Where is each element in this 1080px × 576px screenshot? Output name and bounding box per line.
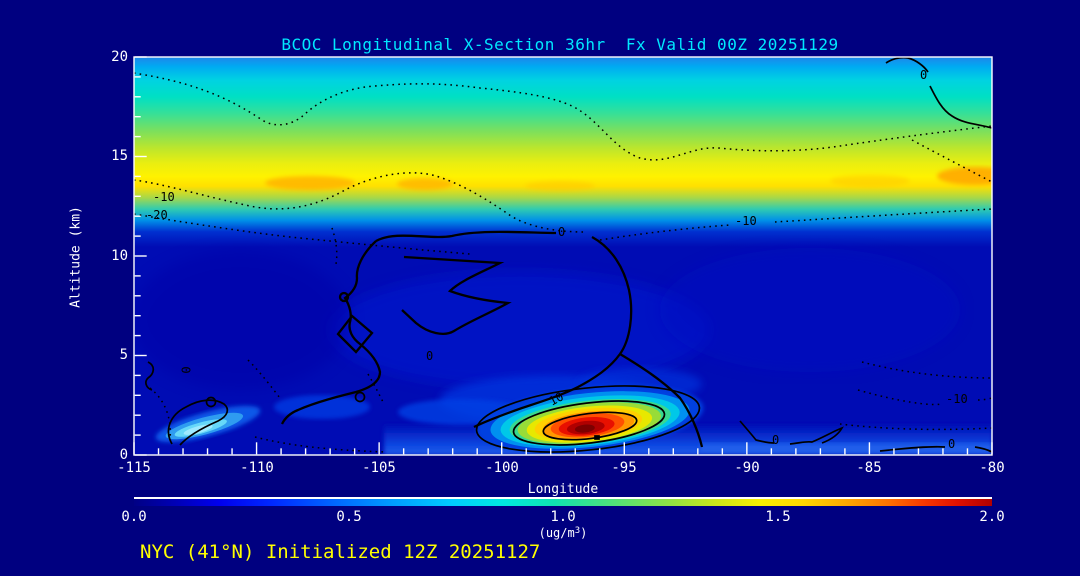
contour-label: 0	[948, 437, 956, 451]
unit-prefix: (ug/m	[538, 526, 575, 540]
x-tick--95: -95	[611, 460, 637, 476]
unit-exponent: 3	[574, 526, 581, 536]
x-tick--110: -110	[240, 460, 274, 476]
y-tick-0: 0	[119, 447, 128, 463]
contour-label: 0	[920, 68, 928, 82]
axis-ticks	[133, 56, 993, 456]
contour-label: -10	[735, 214, 757, 228]
chart-title: BCOC Longitudinal X-Section 36hr Fx Vali…	[281, 35, 839, 54]
colorbar-tick-0.5: 0.5	[336, 509, 362, 525]
colorbar-tick-1.5: 1.5	[765, 509, 791, 525]
colorbar-tick-0.0: 0.0	[121, 509, 147, 525]
y-tick-10: 10	[111, 248, 128, 264]
contour-label: -10	[946, 392, 968, 406]
colorbar-unit: (ug/m3)	[503, 526, 623, 540]
colorbar-tick-1.0: 1.0	[550, 509, 576, 525]
contour-label: -20	[146, 208, 168, 222]
x-tick--85: -85	[856, 460, 882, 476]
x-tick--100: -100	[485, 460, 519, 476]
x-tick--90: -90	[734, 460, 760, 476]
y-tick-15: 15	[111, 148, 128, 164]
x-tick--115: -115	[117, 460, 151, 476]
colorbar	[134, 499, 992, 506]
contour-label: 0	[426, 349, 434, 363]
init-info: NYC (41°N) Initialized 12Z 20251127	[140, 541, 541, 563]
zero-contour-loop	[280, 230, 704, 448]
unit-suffix: )	[580, 526, 588, 540]
solid-contours	[145, 57, 992, 453]
plot-frame	[133, 56, 993, 456]
contour-label: 0	[178, 366, 193, 374]
contour-label: -10	[153, 190, 175, 204]
dotted-contours	[134, 72, 992, 453]
colorbar-border	[134, 497, 992, 499]
contour-label: 0	[558, 225, 566, 239]
upper-band-orange-patches	[265, 167, 992, 191]
y-tick-5: 5	[119, 347, 128, 363]
y-axis-title: Altitude (km)	[68, 206, 84, 308]
x-tick--80: -80	[979, 460, 1005, 476]
contour-label: 0	[772, 433, 780, 447]
y-tick-20: 20	[111, 49, 128, 65]
filled-contour-field	[134, 57, 992, 455]
x-tick--105: -105	[362, 460, 396, 476]
overlay-contour-lines	[134, 57, 992, 453]
x-axis-title: Longitude	[527, 482, 599, 497]
colorbar-tick-2.0: 2.0	[979, 509, 1005, 525]
